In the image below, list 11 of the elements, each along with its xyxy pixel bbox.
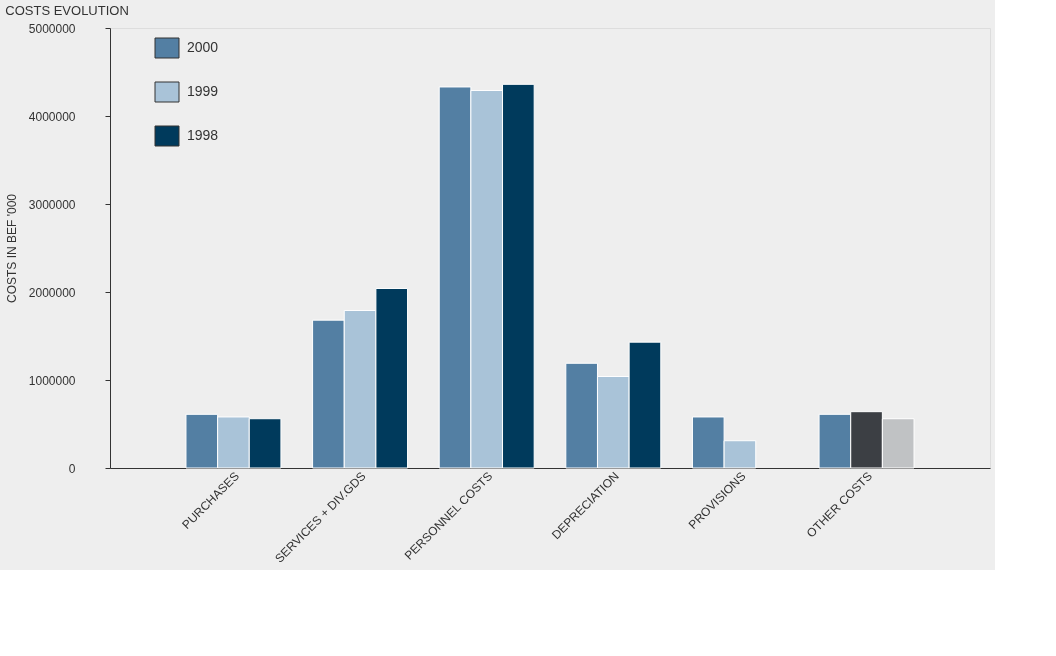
- y-tick-label: 4000000: [28, 109, 76, 124]
- y-tick-label: 2000000: [28, 285, 76, 300]
- chart-title: COSTS EVOLUTION: [5, 3, 129, 18]
- legend-label: 2000: [187, 39, 219, 55]
- y-tick-label: 0: [68, 461, 76, 476]
- y-tick-label: 5000000: [28, 21, 76, 36]
- y-tick-label: 1000000: [28, 373, 76, 388]
- legend-label: 1998: [187, 127, 219, 143]
- y-axis-title: COSTS IN BEF '000: [4, 193, 19, 303]
- legend-label: 1999: [187, 83, 219, 99]
- y-tick-label: 3000000: [28, 197, 76, 212]
